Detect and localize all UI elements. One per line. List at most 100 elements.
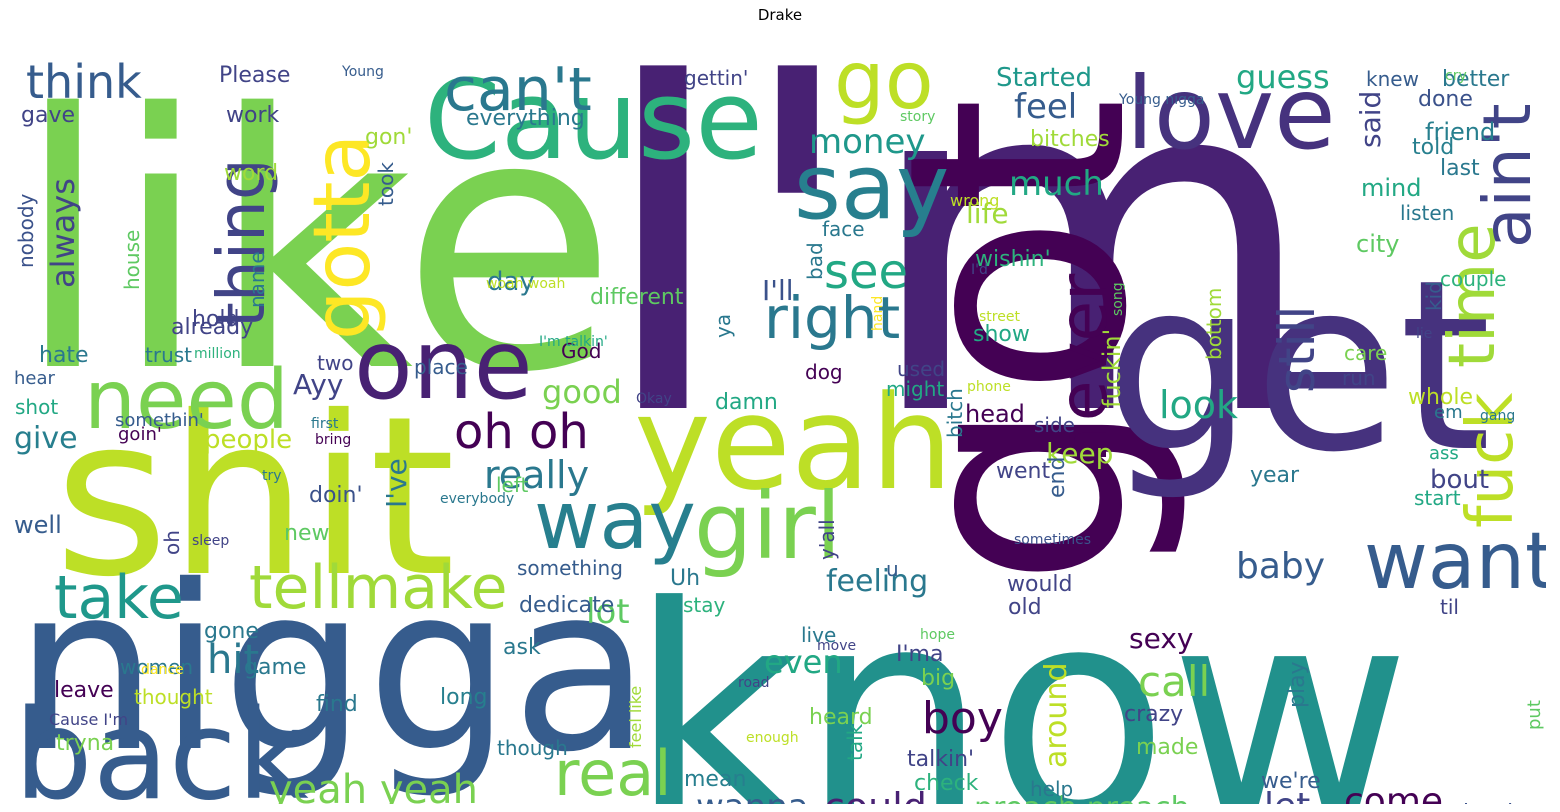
cloud-word: back [14, 684, 309, 804]
cloud-word: day [487, 267, 535, 297]
cloud-word: friend [1425, 118, 1495, 146]
cloud-word: yeah [634, 367, 953, 519]
cloud-word: hope [920, 627, 955, 643]
cloud-word: song [1110, 282, 1126, 316]
cloud-word: knew [1366, 67, 1419, 91]
cloud-word: say [794, 135, 949, 240]
cloud-word: talk [843, 723, 867, 761]
cloud-word: go [834, 34, 934, 127]
cloud-word: wrong [950, 191, 999, 210]
cloud-word: preach preach [974, 791, 1190, 804]
cloud-word: y'all [815, 519, 839, 560]
cloud-word: I'm [594, 28, 1320, 519]
cloud-word: u [886, 557, 899, 581]
cloud-word: something [517, 556, 623, 580]
cloud-word: trust [145, 343, 192, 367]
cloud-word: fuck [1454, 393, 1528, 528]
cloud-word: bottom [1202, 288, 1226, 360]
cloud-word: everybody [440, 491, 514, 507]
cloud-word: bout [1430, 465, 1489, 495]
cloud-word: though [497, 736, 568, 760]
cloud-word: would [1007, 572, 1072, 597]
cloud-word: oh [160, 530, 184, 555]
cloud-word: take [54, 563, 184, 633]
cloud-word: mind [1361, 174, 1422, 202]
cloud-word: much [1009, 164, 1104, 204]
cloud-word: tellmake [249, 553, 508, 623]
cloud-word: kid [1422, 281, 1446, 311]
cloud-word: God [561, 339, 601, 363]
cloud-word: doin' [309, 483, 363, 508]
cloud-word: good [542, 373, 622, 411]
cloud-word: like [14, 40, 617, 450]
cloud-word: whole [1408, 385, 1473, 410]
cloud-word: came [524, 801, 585, 804]
cloud-word: bitches [1030, 127, 1110, 152]
cloud-word: people [204, 425, 292, 455]
cloud-word: boy [922, 693, 1003, 744]
cloud-word: dedicate [519, 593, 614, 618]
cloud-word: girl [694, 473, 841, 580]
cloud-word: really [484, 453, 589, 497]
cloud-word: hate [39, 343, 89, 368]
cloud-word: could [824, 785, 927, 804]
cloud-word: game [244, 655, 306, 680]
cloud-word: want [1364, 517, 1546, 607]
cloud-word: real [554, 737, 672, 804]
cloud-word: come [1344, 781, 1443, 804]
cloud-word: love [1126, 55, 1336, 172]
cloud-word: phone [967, 379, 1011, 395]
cloud-word: feel like [626, 686, 645, 748]
cloud-word: Started [996, 63, 1092, 93]
cloud-word: nigga [14, 536, 651, 802]
cloud-word: hard [1463, 801, 1513, 804]
cloud-word: name [245, 251, 269, 308]
cloud-word: Ayy [293, 368, 343, 401]
cloud-word: try [262, 468, 282, 484]
cloud-word: check [914, 771, 979, 796]
cloud-word: still [1268, 306, 1326, 393]
cloud-word: I'm talkin' [539, 334, 608, 350]
cloud-word: story [900, 109, 935, 125]
cloud-word: way [534, 474, 696, 567]
cloud-word: house [120, 230, 144, 290]
cloud-word: enough [746, 730, 799, 746]
cloud-word: live [801, 623, 836, 647]
cloud-word: gone [204, 619, 259, 644]
cloud-word: last [1440, 156, 1480, 181]
cloud-word: life [966, 197, 1009, 230]
cloud-word: somethin' [115, 410, 204, 431]
cloud-word: city [1356, 230, 1399, 258]
cloud-word: couple [1440, 267, 1506, 291]
cloud-word: cry [1445, 68, 1467, 84]
cloud-word: guess [1236, 58, 1330, 96]
word-cloud: I'm like know nigga shit got get yeah Cause love t… [14, 28, 1546, 804]
cloud-word: hear [14, 368, 56, 389]
cloud-word: ass [1429, 443, 1459, 464]
cloud-word: Okay [636, 391, 672, 407]
cloud-word: million [194, 346, 241, 362]
cloud-word: oh oh [454, 404, 589, 460]
cloud-word: thing [203, 158, 280, 328]
cloud-word: feeling [826, 564, 928, 599]
cloud-word: one [354, 309, 533, 421]
cloud-word: heard [809, 705, 873, 730]
cloud-word: yeah yeah [269, 767, 478, 804]
cloud-word: never [1045, 273, 1122, 463]
cloud-word: mean [684, 767, 746, 792]
cloud-word: new [284, 521, 329, 546]
cloud-word: always [44, 178, 82, 288]
cloud-word: nobody [14, 193, 38, 268]
cloud-word: different [590, 285, 684, 310]
cloud-word: goin' [118, 424, 162, 445]
cloud-word: word [224, 161, 278, 186]
cloud-word: put [1524, 700, 1545, 730]
cloud-word: hand [870, 296, 886, 331]
cloud-word: big [921, 666, 955, 691]
cloud-word: lot [586, 592, 630, 632]
cloud-word: time [1436, 223, 1510, 368]
cloud-word: gettin' [684, 66, 748, 90]
cloud-word: place [414, 355, 468, 379]
cloud-word: ya [711, 314, 735, 338]
